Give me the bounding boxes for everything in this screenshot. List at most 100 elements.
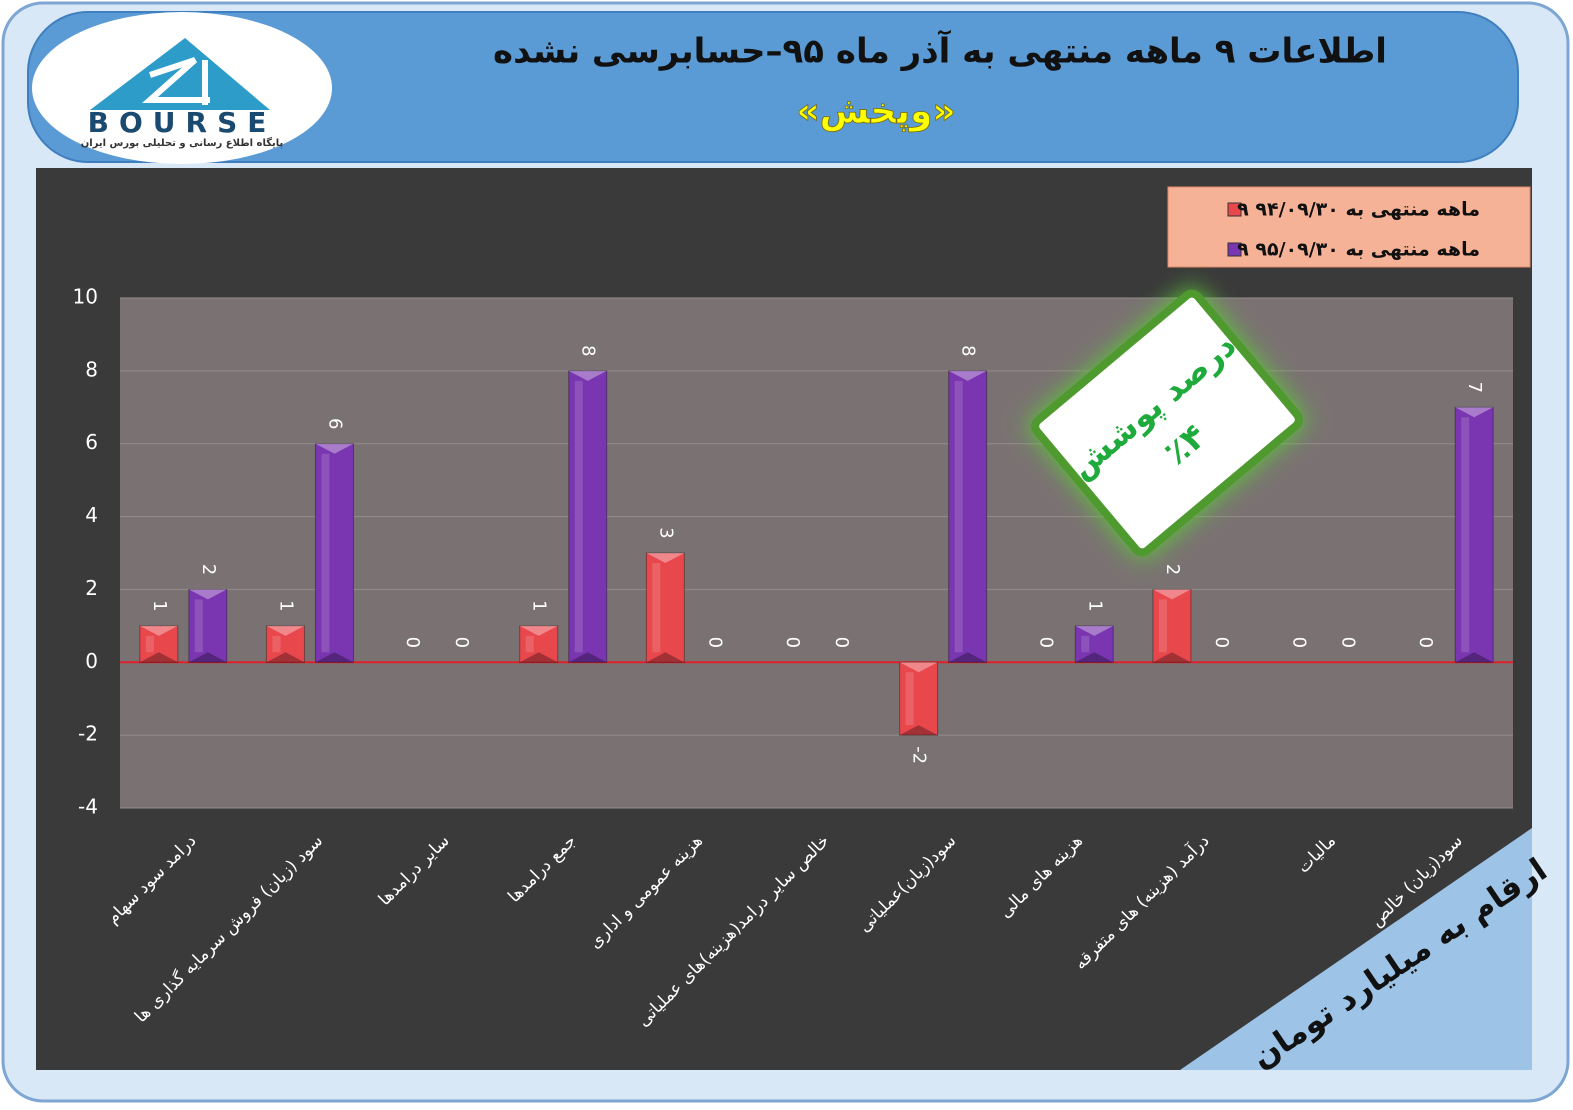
y-tick-label: -4 — [78, 795, 98, 819]
bar-group — [314, 443, 354, 663]
bar-shine — [1081, 635, 1090, 653]
bar-bevel — [948, 652, 987, 663]
legend-swatch — [1227, 202, 1242, 217]
value-label: 8 — [578, 345, 599, 356]
bar — [139, 625, 179, 663]
value-label: 7 — [1464, 382, 1485, 393]
bar — [568, 370, 608, 663]
logo-text: BOURSE — [88, 106, 277, 139]
bar-group — [948, 370, 988, 663]
bar-group — [645, 552, 685, 663]
bar-shine — [194, 599, 203, 653]
value-label: 1 — [1084, 600, 1105, 611]
bar-bevel — [568, 370, 607, 381]
bar-shine — [1461, 417, 1470, 653]
value-label: 0 — [1035, 637, 1056, 648]
value-label: 0 — [402, 637, 423, 648]
header — [27, 11, 1519, 163]
bar-bevel — [1075, 625, 1114, 636]
bar — [1152, 588, 1192, 663]
bar-group — [188, 588, 228, 663]
value-label: 1 — [529, 600, 550, 611]
y-tick-label: 8 — [85, 357, 98, 381]
bar-shine — [525, 635, 534, 653]
bar-shine — [954, 380, 963, 653]
chart-subtitle: «وپخش» — [796, 91, 955, 132]
bar-bevel — [315, 652, 354, 663]
value-label: 0 — [1289, 637, 1310, 648]
bar-group — [899, 661, 939, 736]
bar-bevel — [266, 625, 305, 636]
bar-shine — [272, 635, 281, 653]
value-label: 2 — [198, 564, 219, 575]
legend-label: ۹ ماهه منتهی به ۹۵/۰۹/۳۰ — [1237, 239, 1480, 261]
y-tick-label: 2 — [85, 576, 98, 600]
legend-swatch — [1227, 242, 1242, 257]
logo-24 — [142, 57, 210, 105]
bar — [265, 625, 305, 663]
bar-bevel — [188, 652, 227, 663]
bar-bevel — [899, 662, 938, 673]
y-tick-label: 0 — [85, 649, 98, 673]
bar-bevel — [519, 625, 558, 636]
value-label: -2 — [909, 746, 930, 764]
bar-shine — [574, 380, 583, 653]
bar-bevel — [139, 652, 178, 663]
coverage-badge: درصد پوشش ٪۴ — [1028, 287, 1306, 559]
value-label: 0 — [1211, 637, 1232, 648]
bar — [1454, 406, 1494, 663]
bar-bevel — [1152, 652, 1191, 663]
note-corner — [1180, 828, 1532, 1070]
bar — [314, 443, 354, 663]
value-label: 0 — [451, 637, 472, 648]
bar — [948, 370, 988, 663]
value-label: 0 — [704, 637, 725, 648]
bar-bevel — [266, 652, 305, 663]
chart-title: اطلاعات ۹ ماهه منتهی به آذر ماه ۹۵–حسابر… — [493, 30, 1387, 72]
bar-bevel — [568, 652, 607, 663]
value-label: 0 — [782, 637, 803, 648]
bar-group — [1152, 588, 1192, 663]
y-tick-label: 4 — [85, 503, 98, 527]
bar-group — [519, 625, 559, 663]
value-label: 2 — [1162, 564, 1183, 575]
bar — [899, 661, 939, 736]
bar-bevel — [139, 625, 178, 636]
bar-bevel — [1455, 652, 1494, 663]
bar-bevel — [188, 589, 227, 600]
value-label: 6 — [324, 418, 345, 429]
bar-bevel — [1075, 652, 1114, 663]
bar — [1074, 625, 1114, 663]
logo-caption: پایگاه اطلاع رسانی و تحلیلی بورس ایران — [81, 136, 284, 149]
bar-shine — [145, 635, 154, 653]
bar-bevel — [1152, 589, 1191, 600]
bar-group — [139, 625, 179, 663]
y-tick-label: -2 — [78, 722, 98, 746]
value-label: 8 — [958, 345, 979, 356]
bar-bevel — [646, 652, 685, 663]
bar-bevel — [899, 725, 938, 736]
bar-bevel — [519, 652, 558, 663]
bar — [519, 625, 559, 663]
value-label: 0 — [1338, 637, 1359, 648]
bar-shine — [652, 563, 661, 653]
value-label: 1 — [149, 600, 170, 611]
y-tick-label: 6 — [85, 430, 98, 454]
bar-shine — [1158, 599, 1167, 653]
bar-bevel — [948, 370, 987, 381]
bar-bevel — [1455, 407, 1494, 418]
bar-bevel — [646, 553, 685, 563]
legend-label: ۹ ماهه منتهی به ۹۴/۰۹/۳۰ — [1237, 199, 1480, 221]
bar-shine — [321, 453, 330, 653]
bar — [188, 588, 228, 663]
bar-group — [1074, 625, 1114, 663]
value-label: 3 — [655, 527, 676, 538]
bar-bevel — [315, 443, 354, 454]
legend-items: ۹ ماهه منتهی به ۹۴/۰۹/۳۰ ۹ ماهه منتهی به … — [1227, 199, 1480, 261]
value-label: 0 — [1415, 637, 1436, 648]
bar-group — [568, 370, 608, 663]
bar-group — [265, 625, 305, 663]
badge-box — [1031, 289, 1303, 557]
y-tick-label: 10 — [73, 285, 98, 309]
